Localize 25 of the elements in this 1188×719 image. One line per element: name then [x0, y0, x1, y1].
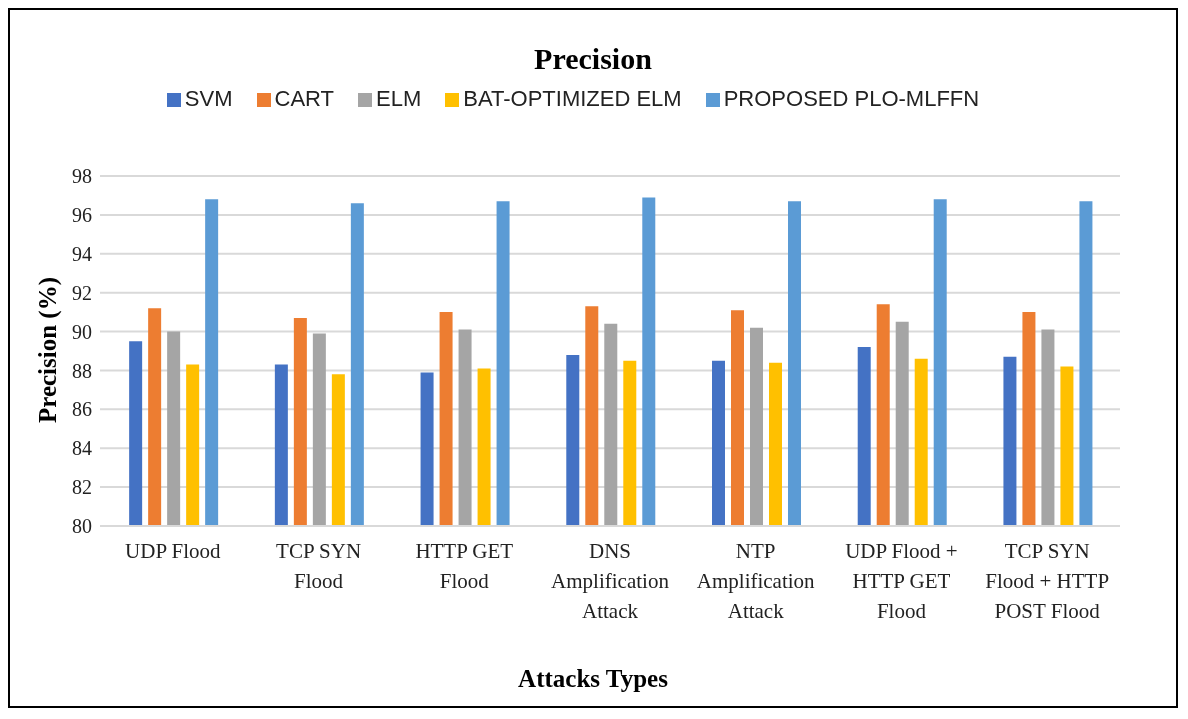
y-tick-label: 98: [72, 165, 92, 188]
x-tick-label: TCP SYN Flood + HTTP POST Flood: [985, 539, 1110, 623]
x-tick-label: HTTP GET Flood: [415, 539, 514, 593]
x-axis-title: Attacks Types: [517, 665, 669, 693]
legend-label: CART: [274, 86, 335, 111]
y-tick-label: 96: [72, 203, 92, 226]
y-axis-title: Precision (%): [34, 276, 62, 424]
legend-label: SVM: [184, 86, 233, 111]
y-tick-label: 94: [72, 242, 92, 265]
y-tick-label: 84: [72, 437, 92, 460]
x-tick-label: UDP Flood: [125, 539, 222, 563]
y-tick-label: 88: [72, 359, 92, 382]
legend-label: BAT-OPTIMIZED ELM: [463, 86, 682, 111]
x-tick-label: NTP Amplification Attack: [696, 539, 816, 623]
legend-label: PROPOSED PLO-MLFFN: [723, 86, 980, 111]
y-tick-label: 80: [72, 515, 92, 538]
legend-label: ELM: [376, 86, 422, 111]
x-tick-label: UDP Flood + HTTP GET Flood: [845, 539, 958, 623]
chart-title: Precision: [533, 42, 653, 76]
y-tick-label: 90: [72, 320, 92, 343]
y-tick-label: 92: [72, 281, 92, 304]
x-tick-label: DNS Amplification Attack: [551, 539, 670, 623]
y-tick-label: 82: [72, 476, 92, 499]
y-tick-label: 86: [72, 398, 92, 421]
x-tick-label: TCP SYN Flood: [276, 539, 362, 593]
